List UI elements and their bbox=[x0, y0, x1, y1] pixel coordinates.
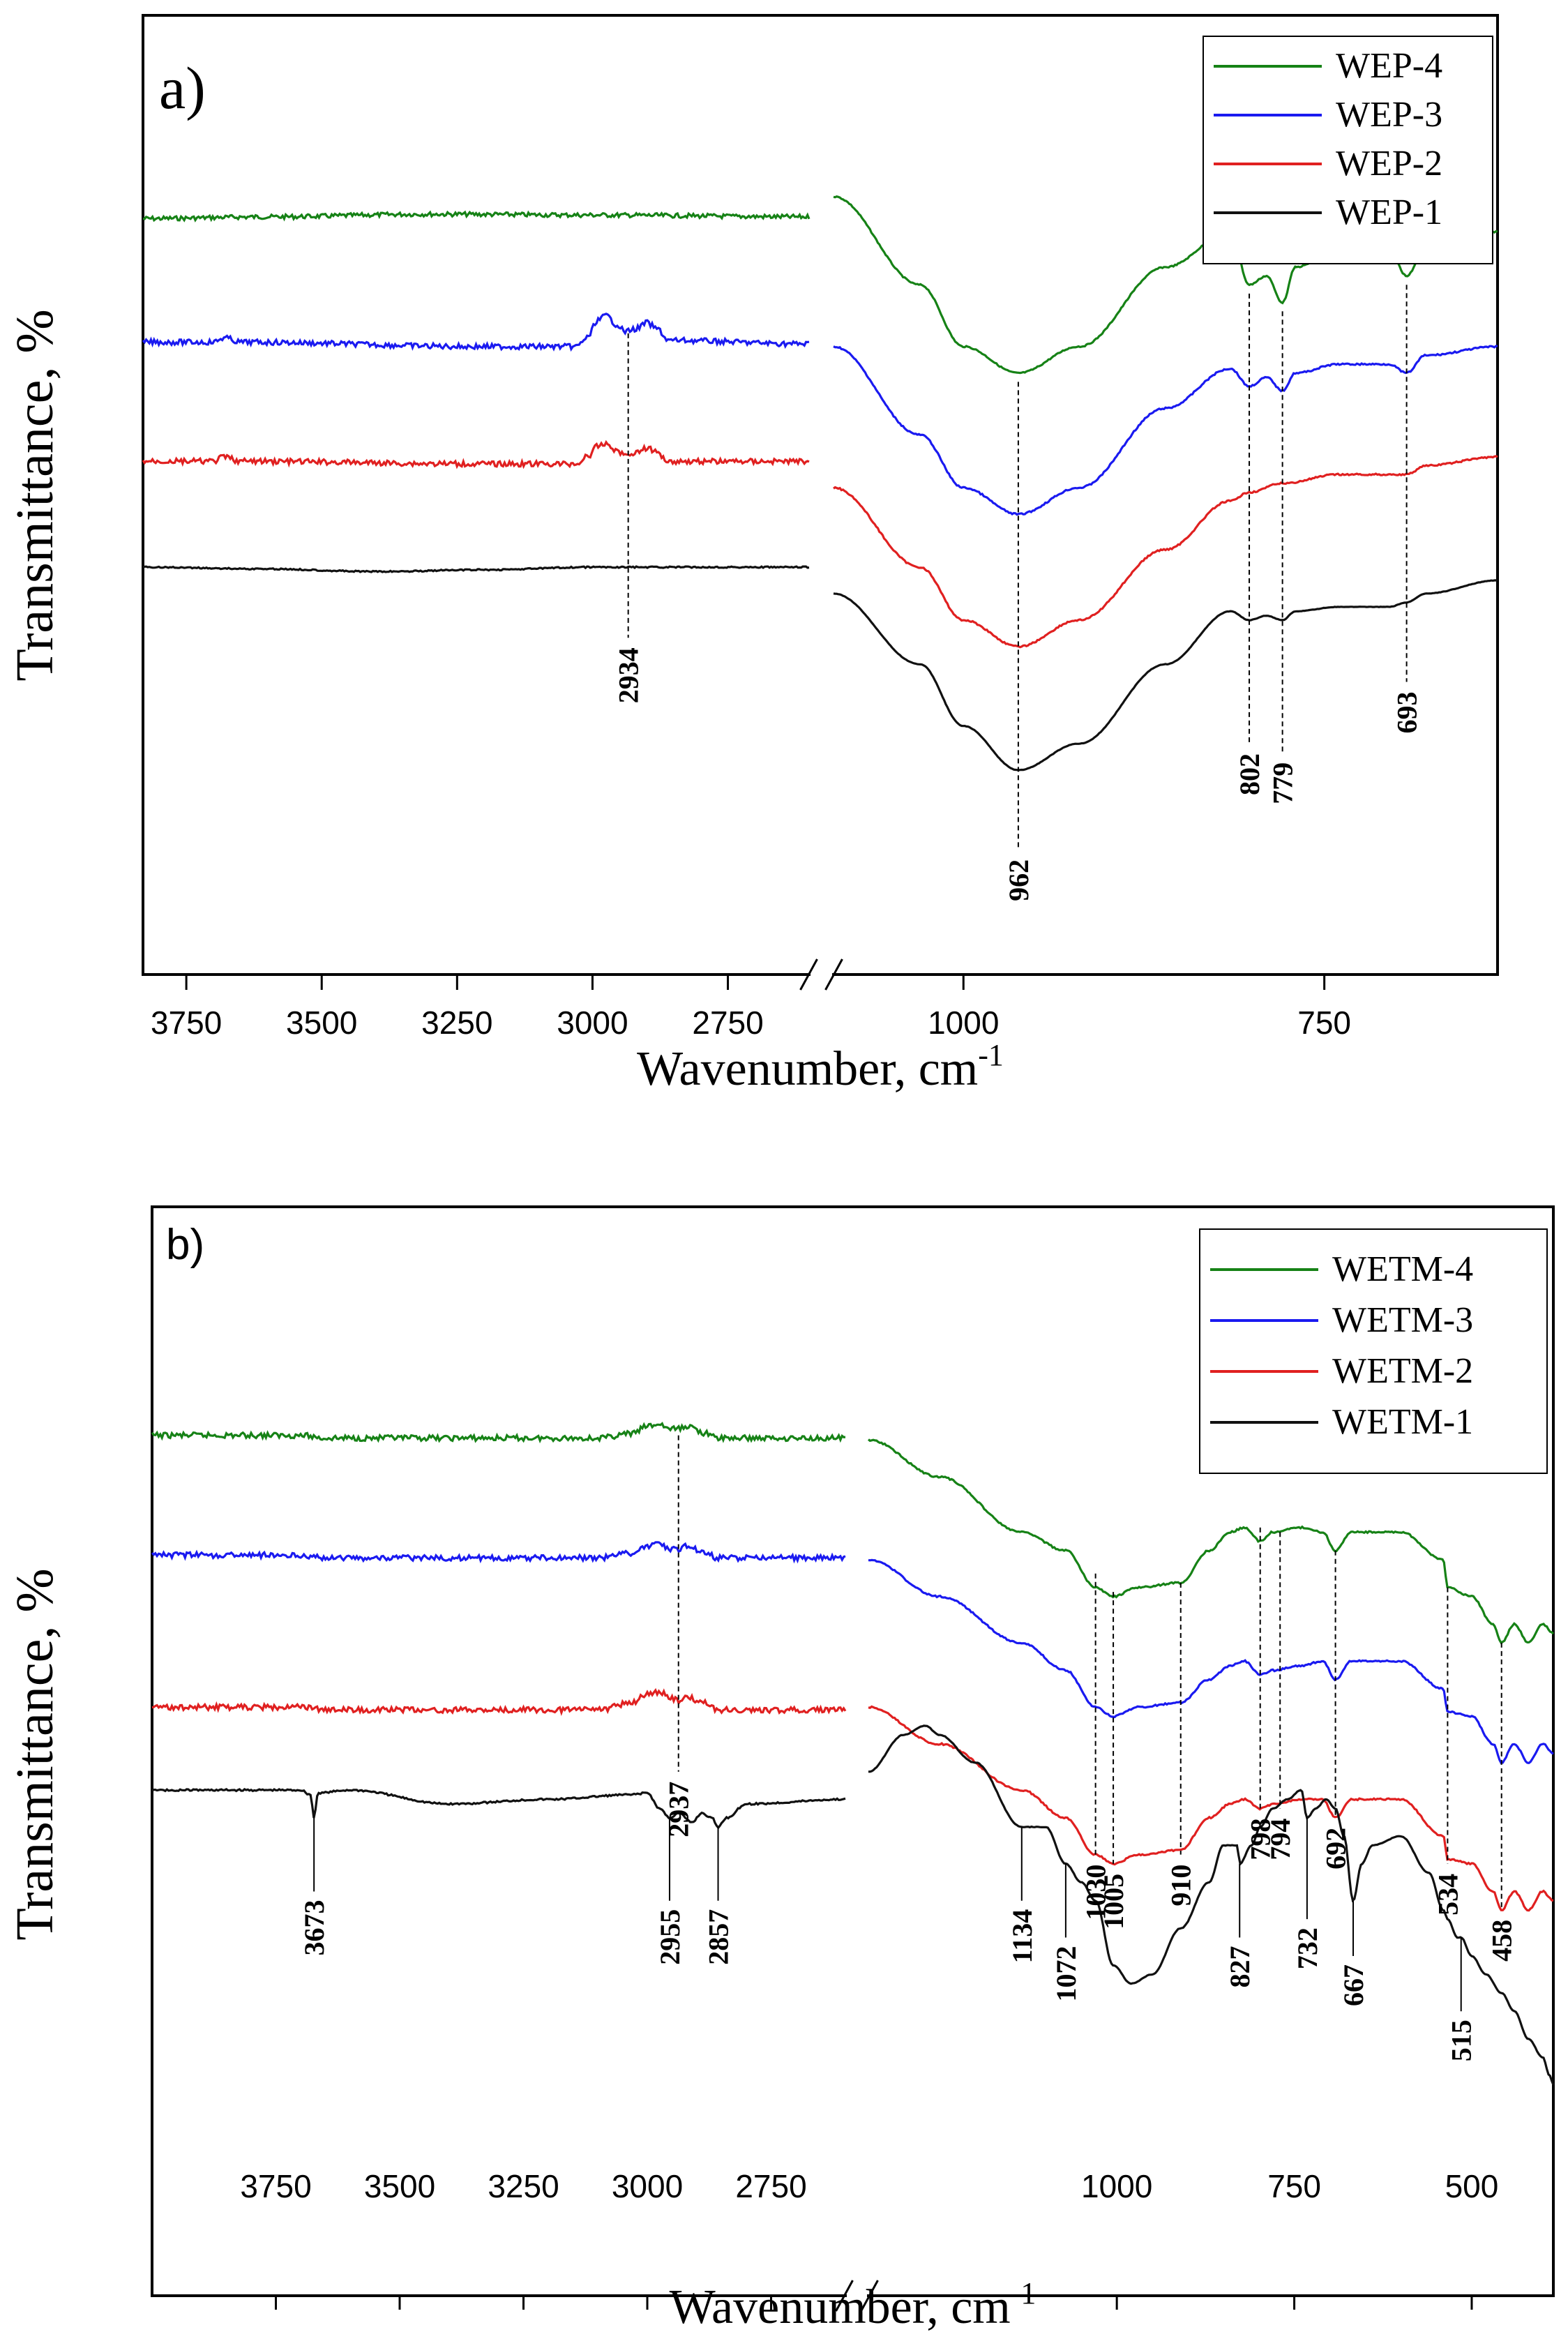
peak-label: 794 bbox=[1265, 1819, 1296, 1860]
x-tick-label: 3750 bbox=[151, 1005, 222, 1041]
axis-break-mark bbox=[860, 2280, 879, 2312]
series-line-wep-3 bbox=[142, 313, 810, 352]
legend-entry: WEP-2 bbox=[1336, 144, 1442, 183]
legend-entry: WEP-1 bbox=[1336, 193, 1442, 232]
peak-label: 827 bbox=[1224, 1946, 1256, 1988]
legend-entry: WETM-4 bbox=[1332, 1249, 1473, 1289]
legend-entry: WEP-4 bbox=[1336, 46, 1442, 86]
x-tick-label: 3750 bbox=[240, 2168, 311, 2204]
x-tick-label: 2750 bbox=[692, 1005, 763, 1041]
x-tick-label: 750 bbox=[1297, 1005, 1351, 1041]
series-line-wetm-1 bbox=[868, 1724, 1555, 2086]
peak-label: 693 bbox=[1392, 692, 1423, 734]
peak-label: 2934 bbox=[613, 647, 644, 703]
x-tick-label: 2750 bbox=[735, 2168, 806, 2204]
series-line-wep-4 bbox=[142, 210, 811, 223]
peak-label: 3673 bbox=[299, 1900, 330, 1955]
series-line-wetm-4 bbox=[867, 1438, 1555, 1645]
axis-break-gap bbox=[847, 2290, 867, 2301]
axis-break-gap bbox=[811, 969, 832, 980]
peak-label: 732 bbox=[1292, 1927, 1323, 1969]
peak-label: 1072 bbox=[1050, 1946, 1082, 2002]
x-tick-label: 1000 bbox=[1081, 2168, 1152, 2204]
x-tick-label: 3500 bbox=[286, 1005, 357, 1041]
axis-break-mark bbox=[835, 2280, 854, 2312]
axis-break-mark bbox=[824, 958, 843, 991]
legend-entry: WEP-3 bbox=[1336, 95, 1442, 135]
peak-label: 798 bbox=[1245, 1819, 1276, 1860]
series-line-wep-2 bbox=[142, 439, 810, 469]
peak-label: 962 bbox=[1003, 859, 1034, 901]
series-line-wep-1 bbox=[143, 565, 810, 573]
peak-label: 802 bbox=[1234, 753, 1265, 795]
x-tick-label: 3250 bbox=[421, 1005, 492, 1041]
x-axis-label: Wavenumber, cm-1 bbox=[637, 1038, 1004, 1096]
peak-label: 692 bbox=[1320, 1828, 1352, 1870]
legend-box bbox=[1203, 36, 1493, 264]
peak-label: 458 bbox=[1486, 1920, 1518, 1962]
x-tick-label: 500 bbox=[1445, 2168, 1499, 2204]
peak-label: 779 bbox=[1267, 762, 1299, 804]
x-axis-label: Wavenumber, cm-1 bbox=[670, 2276, 1036, 2332]
peak-label: 2937 bbox=[663, 1782, 695, 1837]
series-line-wep-1 bbox=[833, 579, 1498, 772]
series-line-wetm-3 bbox=[151, 1541, 846, 1564]
peak-label: 1134 bbox=[1007, 1909, 1038, 1964]
legend-entry: WETM-2 bbox=[1332, 1351, 1473, 1391]
panel-b: 3750 3500 3250 3000 2750 1000 750 500 Wavenumber… bbox=[6, 1205, 1555, 2332]
series-line-wetm-4 bbox=[151, 1422, 846, 1444]
peak-label: 2955 bbox=[654, 1909, 686, 1965]
x-tick-label: 3000 bbox=[612, 2168, 683, 2204]
y-axis-label: Transmittance, % bbox=[6, 1568, 64, 1940]
legend-entry: WETM-1 bbox=[1332, 1402, 1473, 1442]
peak-label: 1030 bbox=[1080, 1865, 1112, 1920]
series-line-wetm-3 bbox=[868, 1558, 1554, 1765]
series-line-wep-2 bbox=[833, 455, 1498, 649]
y-axis-label: Transmittance, % bbox=[6, 309, 64, 681]
series-line-wep-3 bbox=[833, 345, 1498, 516]
panel-label: b) bbox=[166, 1221, 204, 1269]
peak-label: 910 bbox=[1166, 1865, 1197, 1906]
peak-label: 667 bbox=[1338, 1964, 1369, 2006]
series-line-wetm-2 bbox=[868, 1705, 1554, 1912]
series-line-wetm-1 bbox=[151, 1787, 846, 1830]
axis-break-mark bbox=[799, 958, 818, 991]
peak-label: 1005 bbox=[1098, 1874, 1129, 1929]
panel-label: a) bbox=[159, 54, 206, 121]
x-tick-label: 3000 bbox=[557, 1005, 628, 1041]
peak-label: 2857 bbox=[703, 1909, 734, 1965]
x-tick-label: 3250 bbox=[488, 2168, 559, 2204]
x-tick-label: 3500 bbox=[364, 2168, 435, 2204]
x-tick-label: 750 bbox=[1267, 2168, 1321, 2204]
peak-label: 515 bbox=[1446, 2019, 1477, 2061]
legend-entry: WETM-3 bbox=[1332, 1300, 1473, 1340]
peak-label: 534 bbox=[1432, 1874, 1463, 1916]
panel-a: 3750 3500 3250 3000 2750 1000 750 Wavenumber, c… bbox=[6, 14, 1499, 1096]
series-line-wetm-2 bbox=[151, 1687, 847, 1717]
x-tick-label: 1000 bbox=[928, 1005, 999, 1041]
